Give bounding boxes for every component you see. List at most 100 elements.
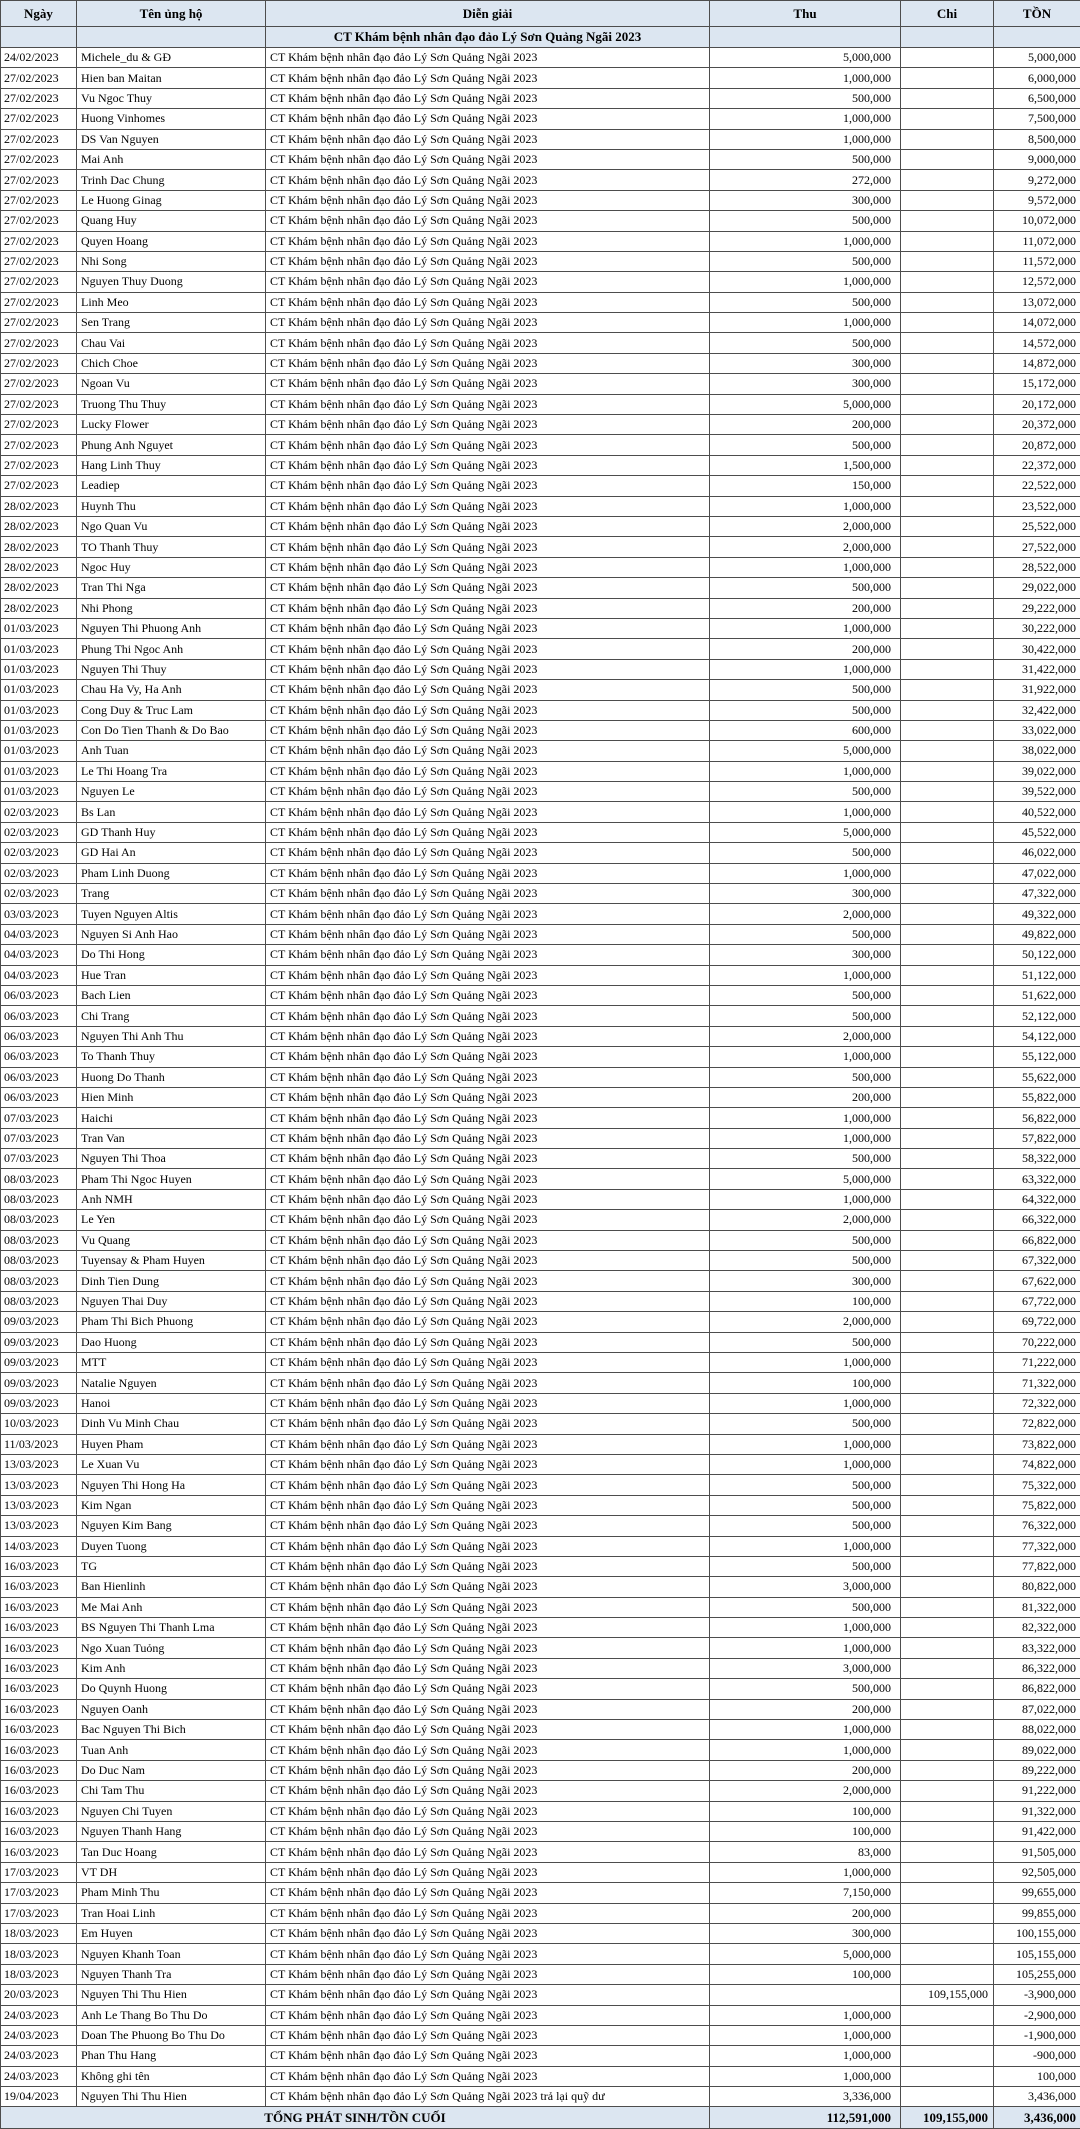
cell-ton: 88,022,000 <box>994 1720 1080 1740</box>
cell-chi <box>901 1781 994 1801</box>
cell-date: 08/03/2023 <box>1 1271 77 1291</box>
cell-ton: 13,072,000 <box>994 292 1080 312</box>
cell-ton: 81,322,000 <box>994 1597 1080 1617</box>
cell-ton: 11,072,000 <box>994 231 1080 251</box>
cell-desc: CT Khám bệnh nhân đạo đảo Lý Sơn Quảng N… <box>266 557 710 577</box>
cell-date: 27/02/2023 <box>1 455 77 475</box>
cell-ton: 66,322,000 <box>994 1210 1080 1230</box>
cell-thu: 1,000,000 <box>710 1638 901 1658</box>
cell-name: Me Mai Anh <box>77 1597 266 1617</box>
cell-thu: 2,000,000 <box>710 1781 901 1801</box>
cell-desc: CT Khám bệnh nhân đạo đảo Lý Sơn Quảng N… <box>266 2087 710 2107</box>
cell-ton: 100,155,000 <box>994 1923 1080 1943</box>
cell-name: Quyen Hoang <box>77 231 266 251</box>
cell-ton: 52,122,000 <box>994 1006 1080 1026</box>
cell-ton: 89,022,000 <box>994 1740 1080 1760</box>
cell-ton: 20,372,000 <box>994 415 1080 435</box>
header-name: Tên ủng hộ <box>77 1 266 27</box>
cell-date: 28/02/2023 <box>1 496 77 516</box>
cell-thu: 100,000 <box>710 1291 901 1311</box>
cell-name: Nguyen Thi Phuong Anh <box>77 618 266 638</box>
cell-name: Nguyen Thi Thu Hien <box>77 2087 266 2107</box>
cell-ton: 63,322,000 <box>994 1169 1080 1189</box>
cell-date: 16/03/2023 <box>1 1801 77 1821</box>
cell-date: 16/03/2023 <box>1 1577 77 1597</box>
cell-ton: 15,172,000 <box>994 374 1080 394</box>
cell-desc: CT Khám bệnh nhân đạo đảo Lý Sơn Quảng N… <box>266 496 710 516</box>
cell-thu: 1,000,000 <box>710 802 901 822</box>
cell-ton: 72,322,000 <box>994 1393 1080 1413</box>
cell-ton: 29,022,000 <box>994 578 1080 598</box>
cell-chi <box>901 1720 994 1740</box>
cell-name: Chau Ha Vy, Ha Anh <box>77 680 266 700</box>
cell-chi <box>901 211 994 231</box>
cell-thu: 1,000,000 <box>710 1618 901 1638</box>
cell-date: 02/03/2023 <box>1 843 77 863</box>
cell-name: Le Thi Hoang Tra <box>77 761 266 781</box>
cell-desc: CT Khám bệnh nhân đạo đảo Lý Sơn Quảng N… <box>266 618 710 638</box>
cell-chi <box>901 1230 994 1250</box>
cell-thu: 3,336,000 <box>710 2087 901 2107</box>
cell-desc: CT Khám bệnh nhân đạo đảo Lý Sơn Quảng N… <box>266 1862 710 1882</box>
cell-ton: 32,422,000 <box>994 700 1080 720</box>
cell-date: 16/03/2023 <box>1 1821 77 1841</box>
cell-thu: 1,000,000 <box>710 313 901 333</box>
cell-ton: 74,822,000 <box>994 1454 1080 1474</box>
cell-chi <box>901 863 994 883</box>
cell-chi <box>901 1312 994 1332</box>
cell-date: 09/03/2023 <box>1 1353 77 1373</box>
subheader-empty-name <box>77 27 266 48</box>
cell-desc: CT Khám bệnh nhân đạo đảo Lý Sơn Quảng N… <box>266 965 710 985</box>
cell-thu: 1,000,000 <box>710 1720 901 1740</box>
cell-thu: 1,000,000 <box>710 1862 901 1882</box>
cell-name: Nguyen Si Anh Hao <box>77 924 266 944</box>
cell-thu: 500,000 <box>710 251 901 271</box>
cell-name: Quang Huy <box>77 211 266 231</box>
cell-thu: 1,000,000 <box>710 2066 901 2086</box>
cell-desc: CT Khám bệnh nhân đạo đảo Lý Sơn Quảng N… <box>266 1210 710 1230</box>
cell-name: Huong Do Thanh <box>77 1067 266 1087</box>
cell-ton: 69,722,000 <box>994 1312 1080 1332</box>
cell-name: Hanoi <box>77 1393 266 1413</box>
cell-desc: CT Khám bệnh nhân đạo đảo Lý Sơn Quảng N… <box>266 1047 710 1067</box>
cell-date: 03/03/2023 <box>1 904 77 924</box>
cell-ton: 3,436,000 <box>994 2087 1080 2107</box>
cell-ton: 89,222,000 <box>994 1760 1080 1780</box>
cell-chi <box>901 2087 994 2107</box>
cell-desc: CT Khám bệnh nhân đạo đảo Lý Sơn Quảng N… <box>266 1128 710 1148</box>
cell-desc: CT Khám bệnh nhân đạo đảo Lý Sơn Quảng N… <box>266 884 710 904</box>
cell-desc: CT Khám bệnh nhân đạo đảo Lý Sơn Quảng N… <box>266 476 710 496</box>
cell-name: Ngoc Huy <box>77 557 266 577</box>
cell-chi <box>901 1821 994 1841</box>
cell-desc: CT Khám bệnh nhân đạo đảo Lý Sơn Quảng N… <box>266 435 710 455</box>
cell-desc: CT Khám bệnh nhân đạo đảo Lý Sơn Quảng N… <box>266 985 710 1005</box>
cell-date: 27/02/2023 <box>1 68 77 88</box>
cell-date: 27/02/2023 <box>1 109 77 129</box>
cell-name: Leadiep <box>77 476 266 496</box>
cell-thu: 300,000 <box>710 884 901 904</box>
cell-name: Anh Le Thang Bo Thu Do <box>77 2005 266 2025</box>
cell-date: 08/03/2023 <box>1 1251 77 1271</box>
cell-chi <box>901 1414 994 1434</box>
cell-chi <box>901 1638 994 1658</box>
cell-name: Do Quynh Huong <box>77 1679 266 1699</box>
cell-ton: 6,500,000 <box>994 88 1080 108</box>
cell-date: 02/03/2023 <box>1 822 77 842</box>
cell-chi <box>901 822 994 842</box>
cell-date: 07/03/2023 <box>1 1149 77 1169</box>
cell-ton: 66,822,000 <box>994 1230 1080 1250</box>
cell-name: Mai Anh <box>77 149 266 169</box>
cell-thu: 2,000,000 <box>710 1312 901 1332</box>
cell-desc: CT Khám bệnh nhân đạo đảo Lý Sơn Quảng N… <box>266 802 710 822</box>
cell-chi <box>901 1923 994 1943</box>
cell-name: Huong Vinhomes <box>77 109 266 129</box>
cell-ton: 55,122,000 <box>994 1047 1080 1067</box>
cell-date: 07/03/2023 <box>1 1108 77 1128</box>
